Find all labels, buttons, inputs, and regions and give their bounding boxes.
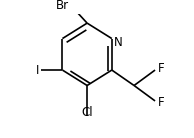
Text: I: I — [36, 64, 39, 77]
Text: N: N — [114, 36, 123, 49]
Text: Br: Br — [55, 0, 69, 12]
Text: F: F — [158, 96, 165, 109]
Text: Cl: Cl — [81, 107, 93, 120]
Text: F: F — [158, 62, 165, 75]
